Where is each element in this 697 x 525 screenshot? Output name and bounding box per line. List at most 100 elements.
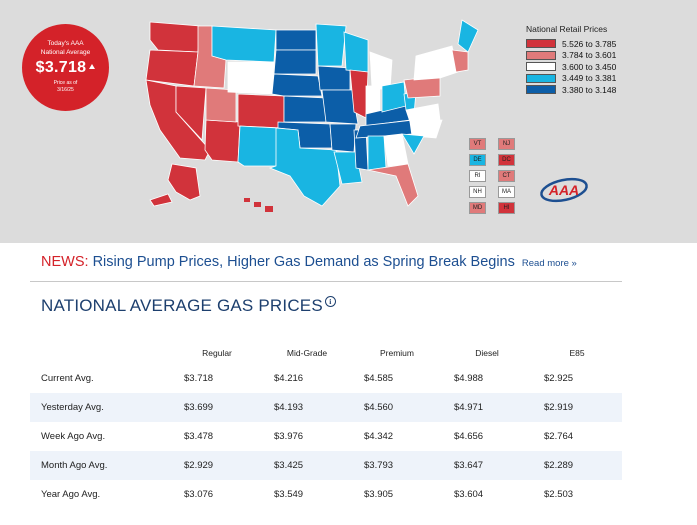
state-co xyxy=(237,93,285,129)
news-headline-link[interactable]: Rising Pump Prices, Higher Gas Demand as… xyxy=(92,254,515,270)
state-ne-region xyxy=(451,49,469,73)
price-cell: $4.560 xyxy=(352,393,442,422)
state-al xyxy=(367,135,387,171)
legend-range-label: 5.526 to 3.785 xyxy=(562,38,617,49)
state-mo xyxy=(321,89,359,125)
price-cell: $3.425 xyxy=(262,451,352,480)
small-state-hi[interactable]: HI xyxy=(498,202,515,214)
price-cell: $3.549 xyxy=(274,489,304,500)
state-ny xyxy=(413,45,459,81)
state-wy xyxy=(227,61,275,95)
price-cell: $4.193 xyxy=(262,393,352,422)
badge-label-line1: Today's AAA xyxy=(47,40,84,47)
small-state-vt[interactable]: VT xyxy=(469,138,486,150)
state-ia xyxy=(317,65,351,91)
table-title-text: NATIONAL AVERAGE GAS PRICES xyxy=(41,296,323,315)
header-premium: Premium xyxy=(379,347,414,358)
price-cell: $3.478 xyxy=(184,431,214,442)
state-nm xyxy=(237,125,279,167)
price-cell: $2.503 xyxy=(544,489,574,500)
aaa-logo-icon: AAA xyxy=(540,177,588,203)
state-or xyxy=(145,49,199,87)
price-cell: $3.604 xyxy=(454,489,484,500)
state-sd xyxy=(273,49,317,75)
state-tx xyxy=(268,127,341,207)
small-state-dc[interactable]: DC xyxy=(498,154,515,166)
state-ut xyxy=(205,87,237,123)
legend-row: 3.784 to 3.601 xyxy=(526,50,686,62)
state-ks xyxy=(283,95,327,123)
price-cell: $3.905 xyxy=(364,489,394,500)
news-keyword: NEWS: xyxy=(41,254,89,270)
us-price-map[interactable] xyxy=(0,0,697,243)
small-states-grid: VT NJ DE DC RI CT NH MA MD HI xyxy=(469,138,515,218)
small-state-de[interactable]: DE xyxy=(469,154,486,166)
legend-row: 5.526 to 3.785 xyxy=(526,38,686,50)
table-title: NATIONAL AVERAGE GAS PRICES i xyxy=(41,296,336,316)
small-states-row: MD HI xyxy=(469,202,515,214)
state-mi xyxy=(369,51,393,91)
legend-swatch xyxy=(526,85,556,95)
price-cell: $3.718 xyxy=(184,373,214,384)
row-label: Year Ago Avg. xyxy=(41,489,101,500)
table-row: Month Ago Avg. $2.929 $3.425 $3.793 $3.647 $2… xyxy=(30,451,622,480)
header-mid-grade: Mid-Grade xyxy=(286,347,328,358)
legend-swatch xyxy=(526,50,556,60)
price-cell: $4.971 xyxy=(442,393,532,422)
legend-title: National Retail Prices xyxy=(526,24,608,34)
price-cell: $4.585 xyxy=(364,373,394,384)
small-state-ct[interactable]: CT xyxy=(498,170,515,182)
price-map-panel: Today's AAA National Average $3.718 Pric… xyxy=(0,0,697,243)
state-la xyxy=(333,151,363,185)
small-state-md[interactable]: MD xyxy=(469,202,486,214)
header-e85: E85 xyxy=(569,347,585,358)
price-cell: $2.919 xyxy=(532,393,622,422)
legend-range-label: 3.449 to 3.381 xyxy=(562,73,617,84)
state-wa xyxy=(149,21,201,53)
state-ak xyxy=(149,163,201,207)
price-cell: $3.976 xyxy=(274,431,304,442)
small-state-ma[interactable]: MA xyxy=(498,186,515,198)
state-nd xyxy=(275,29,317,51)
state-nc xyxy=(409,119,443,139)
price-cell: $4.988 xyxy=(454,373,484,384)
header-blank xyxy=(30,341,172,364)
price-cell: $3.699 xyxy=(172,393,262,422)
legend-row: 3.600 to 3.450 xyxy=(526,61,686,73)
state-fl xyxy=(367,163,419,207)
small-state-nh[interactable]: NH xyxy=(469,186,486,198)
news-bar: NEWS: Rising Pump Prices, Higher Gas Dem… xyxy=(41,254,641,270)
table-row: Week Ago Avg. $3.478 $3.976 $4.342 $4.656 $2.… xyxy=(30,422,622,451)
state-ga xyxy=(383,133,409,167)
read-more-link[interactable]: Read more » xyxy=(521,258,577,269)
state-wi xyxy=(343,31,369,73)
small-state-nj[interactable]: NJ xyxy=(498,138,515,150)
small-state-ri[interactable]: RI xyxy=(469,170,486,182)
small-states-row: DE DC xyxy=(469,154,515,166)
state-me xyxy=(457,19,479,53)
legend-range-label: 3.784 to 3.601 xyxy=(562,50,617,61)
price-cell: $4.216 xyxy=(274,373,304,384)
legend-row: 3.380 to 3.148 xyxy=(526,84,686,96)
row-label: Month Ago Avg. xyxy=(30,451,172,480)
legend-swatch xyxy=(526,39,556,49)
badge-as-of-line1: Price as of xyxy=(53,80,78,86)
table-row: Yesterday Avg. $3.699 $4.193 $4.560 $4.971 $2… xyxy=(30,393,622,422)
header-diesel: Diesel xyxy=(475,347,499,358)
row-label: Week Ago Avg. xyxy=(41,431,106,442)
state-nv xyxy=(175,85,207,141)
legend-swatch xyxy=(526,62,556,72)
state-mt xyxy=(211,25,277,63)
aaa-logo-text: AAA xyxy=(548,182,579,198)
state-az xyxy=(204,119,241,163)
state-mn xyxy=(315,23,347,67)
state-sc xyxy=(401,133,425,155)
section-divider xyxy=(30,281,622,282)
price-legend: National Retail Prices 5.526 to 3.785 3.7… xyxy=(526,24,686,96)
badge-price: $3.718 xyxy=(22,59,109,77)
gas-price-table: Regular Mid-Grade Premium Diesel E85 Cur… xyxy=(30,341,622,509)
legend-range-label: 3.600 to 3.450 xyxy=(562,61,617,72)
legend-row: 3.449 to 3.381 xyxy=(526,73,686,85)
price-cell: $2.764 xyxy=(544,431,574,442)
info-icon[interactable]: i xyxy=(324,296,336,307)
